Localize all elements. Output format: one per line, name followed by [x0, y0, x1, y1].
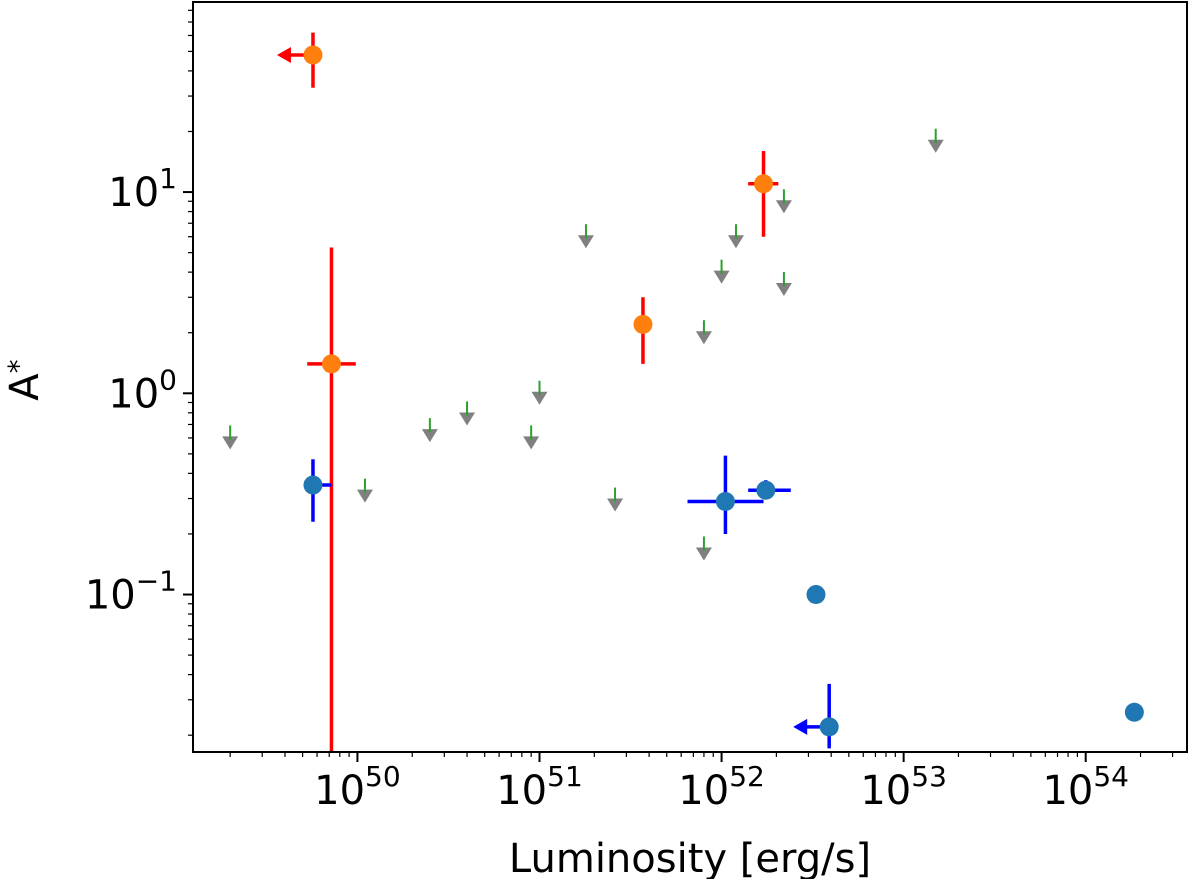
x-tick-label: 1050	[314, 760, 401, 814]
upper-limit-marker	[695, 331, 712, 345]
x-axis-label: Luminosity [erg/s]	[509, 836, 871, 879]
x-tick-label-base: 10	[1042, 768, 1093, 814]
data-point	[1124, 702, 1144, 722]
x-tick-label-base: 10	[678, 768, 729, 814]
y-axis-label: A*	[2, 359, 48, 400]
error-bars	[276, 32, 831, 752]
upper-limit-marker	[713, 270, 730, 284]
upper-limit-marker	[775, 200, 792, 214]
x-tick-label-exponent: 52	[729, 760, 765, 793]
data-point	[303, 45, 323, 65]
upper-limit-marker	[727, 235, 744, 249]
data-markers	[222, 45, 1144, 737]
y-axis-label-subscript: *	[2, 359, 35, 373]
y-tick-label: 10−1	[85, 565, 177, 619]
upper-limit-marker	[775, 282, 792, 296]
upper-limit-marker	[356, 489, 373, 503]
y-tick-label-exponent: −1	[136, 565, 177, 598]
upper-limit-marker	[577, 235, 594, 249]
y-tick-label: 101	[108, 162, 177, 216]
x-tick-label: 1051	[496, 760, 583, 814]
data-point	[806, 585, 826, 605]
y-tick-label-base: 10	[85, 573, 136, 619]
data-point	[321, 354, 341, 374]
data-point	[633, 314, 653, 334]
x-tick-label-base: 10	[314, 768, 365, 814]
data-point	[715, 491, 735, 511]
x-tick-label: 1053	[860, 760, 947, 814]
x-tick-label-exponent: 51	[547, 760, 583, 793]
x-upper-limit-arrow-head	[793, 718, 808, 735]
plot-frame	[192, 1, 1188, 753]
upper-limit-marker	[523, 436, 540, 450]
y-tick-label-base: 10	[108, 371, 159, 417]
x-tick-label-exponent: 54	[1093, 760, 1129, 793]
x-tick-label-exponent: 50	[365, 760, 401, 793]
y-axis-label-base: A	[2, 373, 48, 401]
x-upper-limit-arrow-head	[276, 46, 291, 63]
y-tick-label: 100	[108, 363, 177, 417]
x-tick-label-exponent: 53	[911, 760, 947, 793]
upper-limit-marker	[222, 436, 239, 450]
x-tick-label: 1054	[1042, 760, 1129, 814]
x-tick-label-base: 10	[860, 768, 911, 814]
x-tick-label: 1052	[678, 760, 765, 814]
data-point	[819, 717, 839, 737]
upper-limit-marker	[459, 412, 476, 426]
upper-limit-marker	[695, 547, 712, 561]
data-point	[756, 480, 776, 500]
y-tick-label-exponent: 1	[159, 162, 177, 195]
upper-limit-marker	[531, 391, 548, 405]
upper-limit-marker	[607, 498, 624, 512]
data-point	[754, 174, 774, 194]
upper-limit-marker	[421, 429, 438, 443]
y-tick-label-base: 10	[108, 170, 159, 216]
data-point	[303, 475, 323, 495]
upper-limit-marker	[927, 139, 944, 153]
y-tick-label-exponent: 0	[159, 363, 177, 396]
x-tick-label-base: 10	[496, 768, 547, 814]
